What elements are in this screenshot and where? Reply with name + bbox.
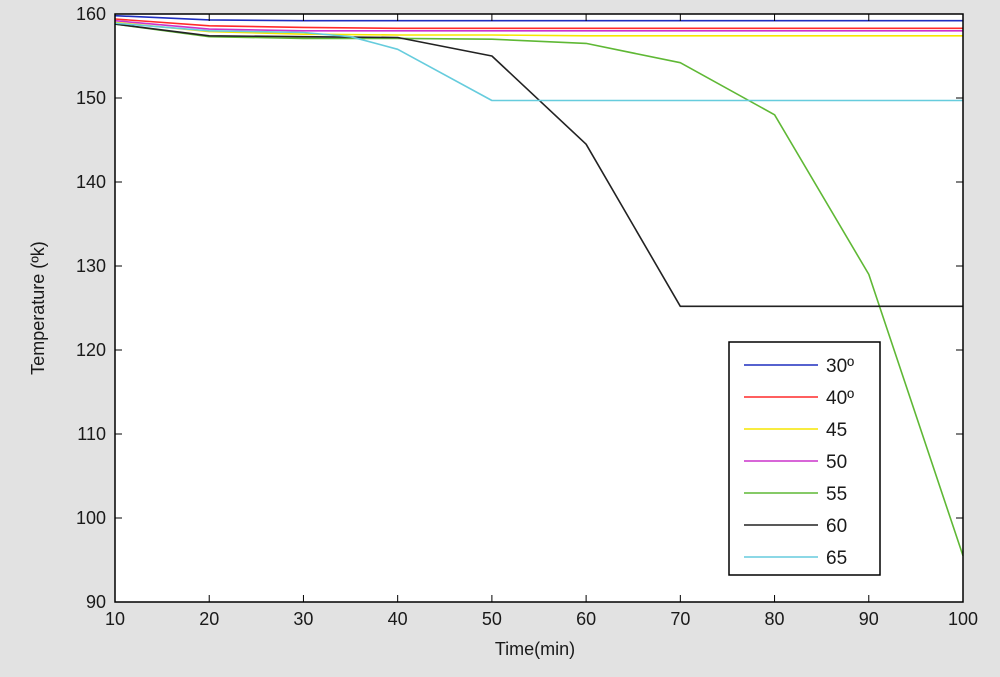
x-tick-label: 20 bbox=[199, 609, 219, 629]
legend-label: 50 bbox=[826, 452, 847, 473]
y-axis-ticks: 90 100 110 120 130 140 150 160 bbox=[76, 4, 963, 612]
y-tick-label: 130 bbox=[76, 256, 106, 276]
legend-box bbox=[728, 341, 881, 576]
x-tick-label: 50 bbox=[482, 609, 502, 629]
series-line-65 bbox=[114, 22, 963, 102]
x-tick-label: 30 bbox=[293, 609, 313, 629]
y-tick-label: 150 bbox=[76, 88, 106, 108]
legend: 30º 40º 45 50 55 60 65 bbox=[728, 341, 881, 576]
x-tick-label: 90 bbox=[859, 609, 879, 629]
y-axis-label: Temperature (ºk) bbox=[28, 241, 48, 375]
y-tick-label: 120 bbox=[76, 340, 106, 360]
series-lines bbox=[114, 14, 964, 557]
plot-area-frame bbox=[114, 13, 964, 603]
x-tick-label: 40 bbox=[388, 609, 408, 629]
series-line-45 bbox=[114, 21, 963, 37]
legend-label: 60 bbox=[826, 516, 847, 537]
y-tick-label: 100 bbox=[76, 508, 106, 528]
x-tick-label: 60 bbox=[576, 609, 596, 629]
x-tick-label: 10 bbox=[105, 609, 125, 629]
series-line-40 bbox=[114, 18, 963, 30]
y-tick-label: 110 bbox=[77, 424, 106, 444]
y-tick-label: 140 bbox=[76, 172, 106, 192]
y-tick-label: 90 bbox=[86, 592, 106, 612]
legend-label: 40º bbox=[826, 388, 854, 409]
x-tick-label: 80 bbox=[765, 609, 785, 629]
legend-items: 30º 40º 45 50 55 60 65 bbox=[744, 356, 854, 569]
x-tick-label: 70 bbox=[670, 609, 690, 629]
x-axis-ticks: 10 20 30 40 50 60 70 80 90 100 bbox=[105, 14, 978, 629]
legend-label: 65 bbox=[826, 548, 847, 569]
legend-label: 45 bbox=[826, 420, 847, 441]
y-tick-label: 160 bbox=[76, 4, 106, 24]
legend-label: 30º bbox=[826, 356, 854, 377]
series-line-55 bbox=[114, 23, 964, 557]
legend-label: 55 bbox=[826, 484, 847, 505]
series-line-30 bbox=[114, 14, 963, 22]
x-axis-label: Time(min) bbox=[495, 639, 575, 659]
x-tick-label: 100 bbox=[948, 609, 978, 629]
series-line-50 bbox=[114, 19, 963, 32]
